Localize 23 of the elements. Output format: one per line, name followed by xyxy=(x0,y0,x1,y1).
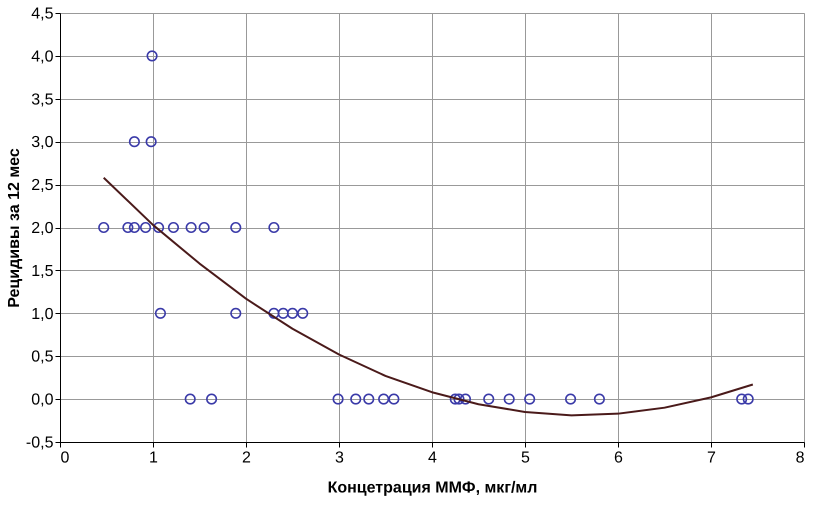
y-tick-label: 1,5 xyxy=(31,262,54,280)
x-tick-label: 6 xyxy=(614,450,624,466)
y-tick-label: 1,0 xyxy=(31,306,54,323)
y-axis-title: Рецидивы за 12 мес xyxy=(6,148,23,308)
line-series xyxy=(102,176,754,416)
y-tick-label: 0,5 xyxy=(31,348,54,366)
x-tick-label: 0 xyxy=(60,450,70,466)
y-tick-label: -0,5 xyxy=(26,434,54,452)
x-tick-label: 2 xyxy=(242,450,252,466)
x-tick-label: 5 xyxy=(521,450,530,466)
x-tick-label: 1 xyxy=(149,450,158,466)
y-tick-label: 3,5 xyxy=(31,91,54,108)
x-axis-title: Концетрация ММФ, мкг/мл xyxy=(328,480,538,496)
y-tick-label: 2,0 xyxy=(31,220,54,237)
x-tick-label: 4 xyxy=(428,450,438,466)
y-tick-label: 2,5 xyxy=(31,177,54,194)
y-tick-label: 3,0 xyxy=(31,134,54,152)
x-tick-label: 8 xyxy=(796,450,805,466)
x-tick-label: 7 xyxy=(707,450,716,466)
y-tick-label: 4,5 xyxy=(31,6,54,22)
y-tick-label: 4,0 xyxy=(31,48,54,66)
y-tick-label: 0,0 xyxy=(31,392,54,409)
x-tick-label: 3 xyxy=(335,450,344,466)
